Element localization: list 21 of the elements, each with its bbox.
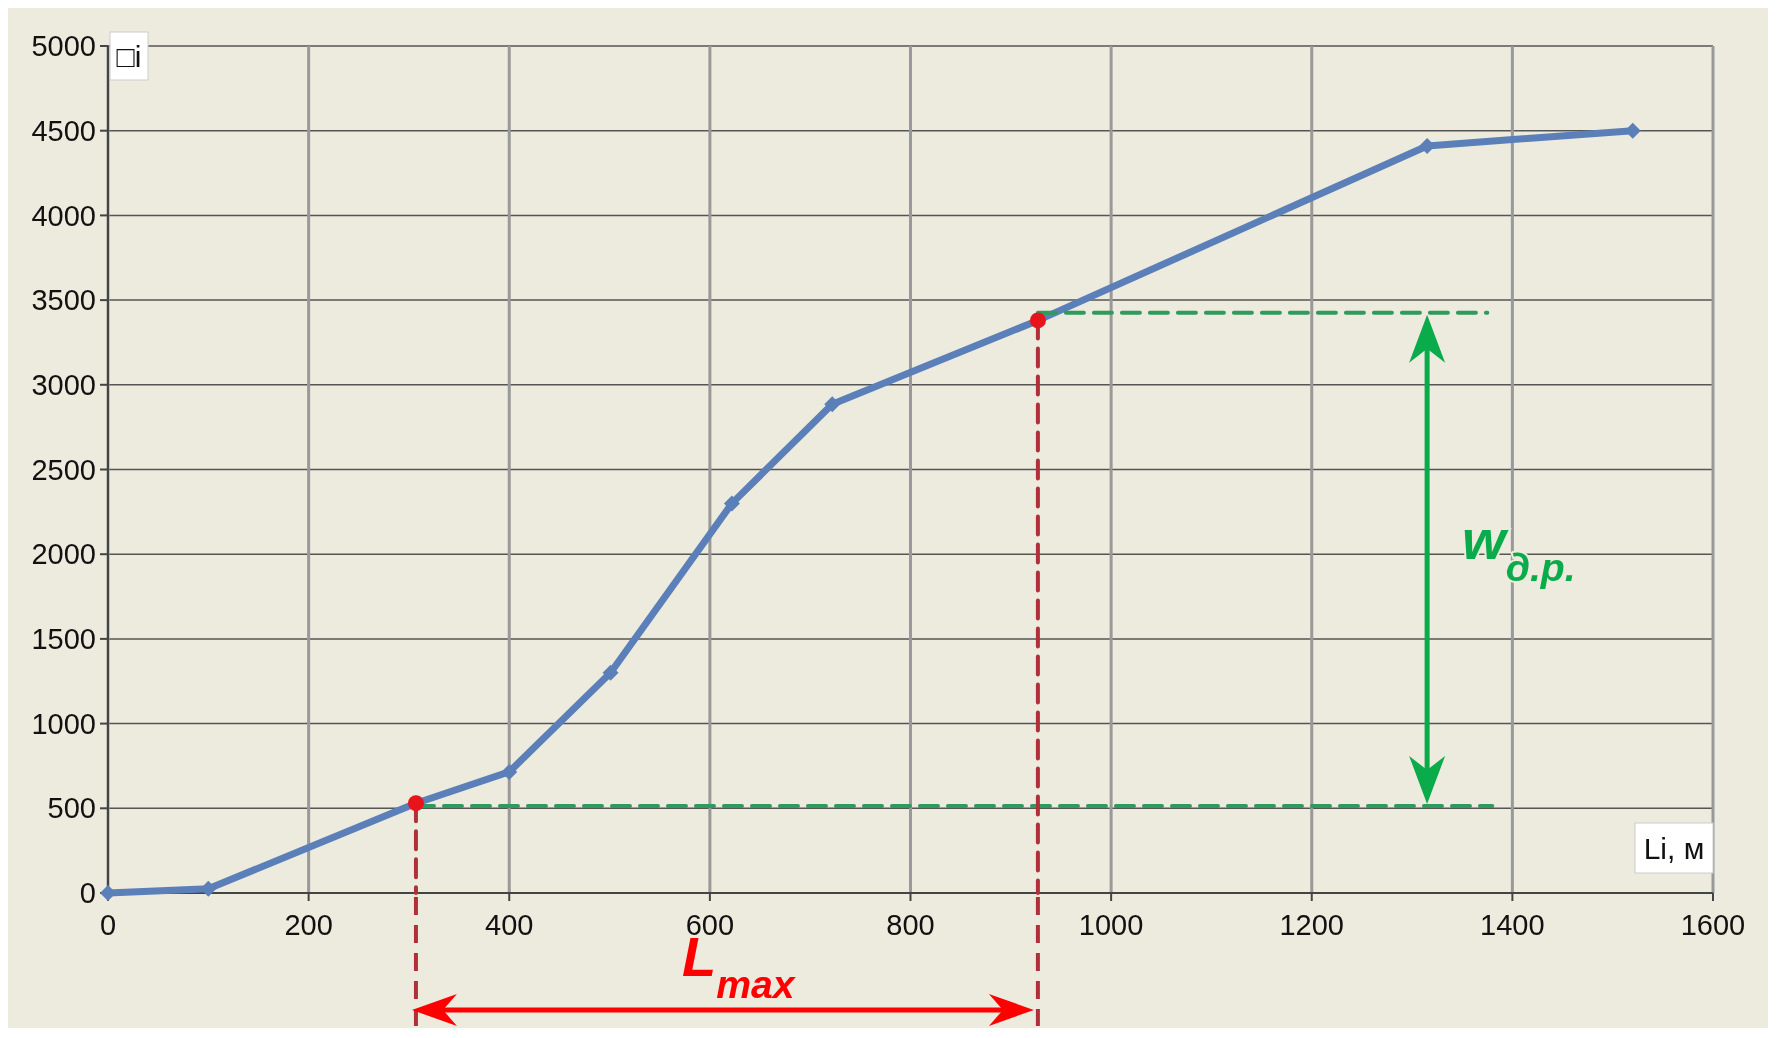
y-tick-label: 2000 — [31, 538, 96, 571]
y-tick-label: 4500 — [31, 114, 96, 147]
x-tick-label: 1200 — [1279, 909, 1345, 941]
y-axis-title: □i — [116, 39, 142, 73]
y-tick-label: 1500 — [31, 623, 96, 656]
y-tick-label: 3000 — [31, 368, 96, 401]
y-tick-label: 0 — [79, 877, 96, 910]
y-tick-label: 3500 — [31, 284, 96, 317]
y-tick-label: 500 — [47, 792, 96, 825]
y-tick-label: 2500 — [31, 453, 96, 486]
y-tick-label: 1000 — [31, 707, 96, 740]
x-tick-label: 0 — [99, 909, 117, 941]
x-tick-label: 200 — [284, 909, 333, 941]
x-tick-label: 400 — [485, 909, 534, 941]
x-tick-label: 1600 — [1680, 909, 1746, 941]
x-tick-label: 800 — [886, 909, 935, 941]
y-tick-label: 5000 — [31, 30, 96, 63]
x-tick-label: 1000 — [1078, 909, 1144, 941]
y-tick-label: 4000 — [31, 199, 96, 232]
x-axis-title: Li, м — [1643, 831, 1705, 865]
x-tick-label: 1400 — [1480, 909, 1545, 941]
